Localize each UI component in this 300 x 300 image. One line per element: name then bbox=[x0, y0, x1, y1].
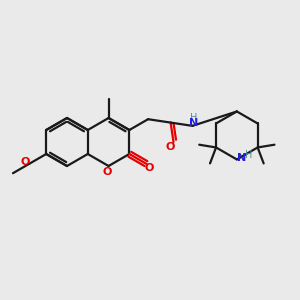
Text: H: H bbox=[245, 151, 253, 160]
Text: N: N bbox=[237, 154, 247, 164]
Text: O: O bbox=[145, 163, 154, 173]
Text: O: O bbox=[20, 157, 30, 167]
Text: O: O bbox=[166, 142, 175, 152]
Text: O: O bbox=[103, 167, 112, 177]
Text: H: H bbox=[190, 113, 197, 123]
Text: N: N bbox=[189, 118, 198, 128]
